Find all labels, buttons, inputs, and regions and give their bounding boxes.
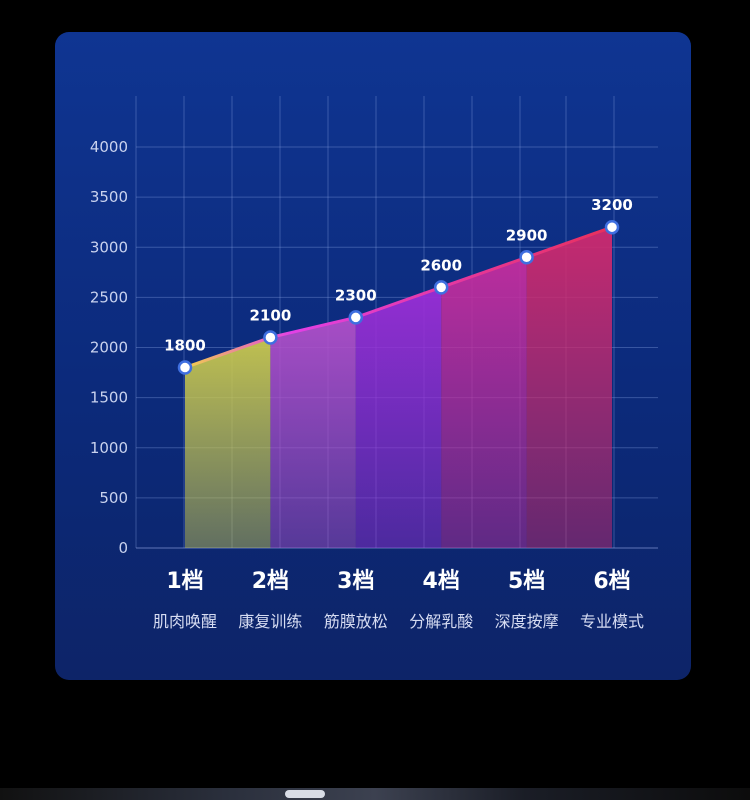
y-tick-label: 3000 bbox=[90, 238, 128, 256]
y-tick-label: 2500 bbox=[90, 288, 128, 306]
bottom-glint bbox=[285, 790, 325, 798]
category-label: 4档 bbox=[423, 569, 460, 594]
area-segments bbox=[185, 227, 612, 548]
y-tick-label: 0 bbox=[118, 539, 128, 557]
y-tick-label: 2000 bbox=[90, 339, 128, 357]
area-segment bbox=[355, 287, 442, 548]
data-label: 1800 bbox=[164, 337, 206, 355]
y-tick-label: 4000 bbox=[90, 138, 128, 156]
data-label: 2100 bbox=[250, 306, 292, 324]
data-point bbox=[348, 310, 364, 325]
data-label: 2900 bbox=[506, 226, 548, 244]
area-segment bbox=[270, 317, 356, 548]
y-axis-ticks: 0 500 1000 1500 2000 2500 3000 3500 4000 bbox=[90, 138, 128, 557]
category-sublabel: 康复训练 bbox=[238, 612, 302, 631]
data-label: 2600 bbox=[420, 256, 462, 274]
data-markers bbox=[177, 219, 620, 375]
data-point bbox=[263, 330, 278, 345]
data-labels: 1800 2100 2300 2600 2900 3200 bbox=[164, 196, 633, 354]
data-point bbox=[177, 360, 193, 375]
category-sublabel: 专业模式 bbox=[580, 612, 644, 631]
category-label: 5档 bbox=[508, 569, 545, 594]
y-tick-label: 3500 bbox=[90, 188, 128, 206]
data-point bbox=[519, 250, 534, 265]
category-sublabel: 肌肉唤醒 bbox=[153, 612, 217, 631]
category-sublabel: 筋膜放松 bbox=[324, 612, 388, 631]
category-sublabel: 深度按摩 bbox=[495, 612, 559, 631]
data-label: 2300 bbox=[335, 286, 377, 304]
area-segment bbox=[185, 337, 271, 548]
bottom-strip bbox=[0, 788, 750, 800]
y-tick-label: 1500 bbox=[90, 389, 128, 407]
category-label: 2档 bbox=[252, 569, 289, 594]
category-label: 1档 bbox=[166, 569, 203, 594]
series-line-path bbox=[184, 225, 613, 369]
category-label: 6档 bbox=[593, 569, 630, 594]
category-label: 3档 bbox=[337, 569, 374, 594]
data-label: 3200 bbox=[591, 196, 633, 214]
series-line bbox=[184, 225, 613, 369]
category-sublabel: 分解乳酸 bbox=[409, 612, 473, 631]
data-point bbox=[604, 219, 620, 235]
area-segment bbox=[441, 257, 527, 548]
y-tick-label: 1000 bbox=[90, 439, 128, 457]
y-tick-label: 500 bbox=[99, 489, 128, 507]
data-point bbox=[433, 280, 449, 295]
area-segment bbox=[526, 227, 612, 548]
